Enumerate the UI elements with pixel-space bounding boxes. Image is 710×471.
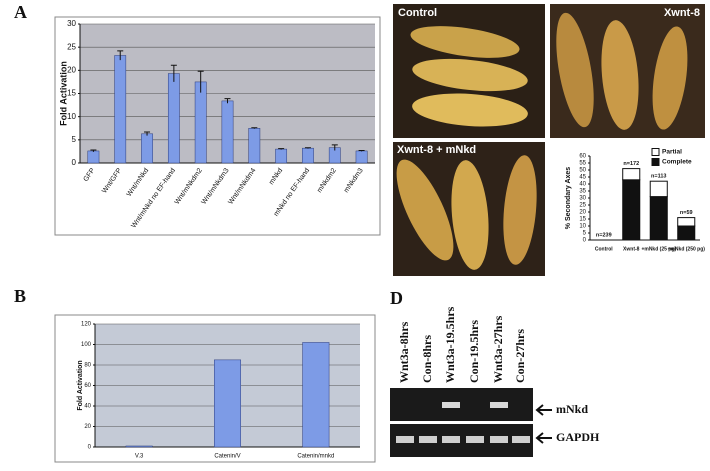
legend-swatch	[651, 158, 660, 166]
y-tick-label: 20	[67, 65, 76, 74]
bar	[221, 100, 234, 164]
bar	[125, 445, 153, 448]
y-tick-label: 15	[67, 89, 76, 98]
gel	[390, 388, 552, 457]
y-tick-label: 120	[81, 322, 92, 328]
lane-label: Wnt3a-8hrs	[397, 321, 411, 383]
error-bar	[90, 149, 97, 152]
y-tick-label: 80	[84, 363, 91, 369]
lane-label: Con-27hrs	[513, 329, 527, 383]
error-bar	[304, 147, 311, 149]
photo: Xwnt-8	[550, 4, 705, 138]
lane-label: Con-19.5hrs	[467, 320, 481, 383]
x-tick-label: Control	[595, 246, 613, 252]
annotation: n=59	[680, 210, 693, 216]
y-tick-label: 0	[583, 238, 587, 244]
y-tick-label: 15	[579, 217, 586, 223]
bar	[302, 147, 314, 164]
bar-segment	[622, 168, 641, 181]
lane-label: Wnt3a-27hrs	[491, 315, 505, 383]
error-bar	[117, 50, 124, 61]
x-tick-label: V.3	[135, 454, 144, 460]
panel-letter: A	[14, 2, 27, 22]
error-bar	[224, 98, 231, 104]
panel-letter: B	[14, 286, 26, 306]
bar	[214, 359, 241, 448]
bar	[248, 128, 261, 164]
bar-segment	[677, 217, 696, 227]
error-bar	[197, 70, 204, 93]
y-tick-label: 40	[579, 182, 586, 188]
y-tick-label: 5	[72, 135, 77, 144]
y-tick-label: 10	[579, 224, 586, 230]
bar-segment	[649, 180, 668, 198]
error-bar	[331, 144, 338, 151]
y-tick-label: 35	[579, 189, 586, 195]
y-tick-label: 0	[72, 158, 77, 167]
x-tick-label: Catenin/V	[214, 454, 240, 460]
bar	[87, 150, 100, 164]
y-tick-label: 50	[579, 168, 586, 174]
photo: Control	[393, 4, 545, 138]
photo: Xwnt-8 + mNkd	[393, 142, 545, 276]
photo-label: Control	[398, 7, 437, 19]
x-tick-label: +mNkd (250 pg)	[668, 246, 706, 252]
bar-segment	[649, 196, 668, 241]
y-tick-label: 5	[583, 231, 587, 237]
lane-label: Con-8hrs	[420, 335, 434, 383]
y-axis-label: Fold Activation	[77, 360, 84, 410]
y-axis-label: % Secondary Axes	[565, 167, 572, 229]
y-tick-label: 25	[579, 203, 586, 209]
band-label: mNkd	[556, 402, 588, 416]
error-bar	[170, 64, 177, 82]
y-tick-label: 0	[88, 445, 92, 451]
legend-swatch	[651, 148, 660, 156]
photo-label: Xwnt-8	[664, 7, 700, 19]
y-tick-label: 60	[84, 383, 91, 389]
y-tick-label: 20	[579, 210, 586, 216]
annotation: n=239	[596, 232, 612, 238]
y-tick-label: 60	[579, 154, 586, 160]
y-tick-label: 100	[81, 342, 92, 348]
bar	[141, 133, 153, 164]
x-tick-label: Catenin/mnkd	[297, 454, 334, 460]
error-bar	[144, 131, 151, 136]
y-tick-label: 55	[579, 161, 586, 167]
panel-letter: D	[390, 288, 403, 308]
bar	[275, 148, 288, 164]
bar-segment	[677, 225, 696, 241]
bar	[114, 55, 127, 164]
bar-segment	[622, 179, 641, 241]
legend-label: Partial	[662, 149, 682, 156]
error-bar	[251, 127, 258, 129]
y-tick-label: 30	[67, 19, 76, 28]
y-tick-label: 20	[84, 424, 91, 430]
y-tick-label: 25	[67, 42, 76, 51]
photo-label: Xwnt-8 + mNkd	[397, 144, 476, 156]
y-axis-label: Fold Activation	[58, 61, 68, 126]
bar	[167, 73, 180, 164]
annotation: n=113	[651, 174, 666, 180]
annotation: n=172	[623, 161, 639, 167]
x-tick-label: +mNkd (25 pg)	[641, 246, 676, 252]
bar	[194, 81, 207, 164]
y-tick-label: 40	[84, 404, 91, 410]
legend-label: Complete	[662, 159, 692, 166]
bar	[302, 342, 330, 448]
bar	[355, 150, 368, 164]
error-bar	[278, 148, 285, 150]
lane-label: Wnt3a-19.5hrs	[443, 306, 457, 383]
band-label: GAPDH	[556, 430, 600, 444]
x-tick-label: Xwnt-8	[623, 246, 640, 252]
y-tick-label: 10	[67, 112, 76, 121]
y-tick-label: 30	[579, 196, 586, 202]
y-tick-label: 45	[579, 175, 586, 181]
error-bar	[358, 149, 365, 152]
